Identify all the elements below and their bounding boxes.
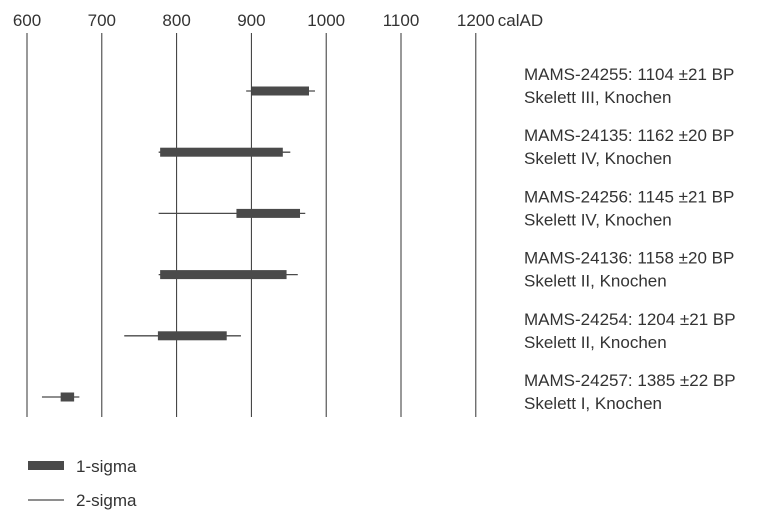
sigma1-range-bar — [157, 331, 227, 341]
sample-label: MAMS-24135: 1162 ±20 BP — [524, 126, 734, 145]
sample-sublabel: Skelett IV, Knochen — [524, 210, 672, 229]
legend-1-sigma-label: 1-sigma — [76, 457, 137, 476]
sigma1-range-bar — [160, 270, 287, 280]
sample-label: MAMS-24254: 1204 ±21 BP — [524, 310, 736, 329]
sigma1-range-bar — [236, 208, 301, 218]
sample-sublabel: Skelett II, Knochen — [524, 272, 667, 291]
sample-label: MAMS-24257: 1385 ±22 BP — [524, 371, 736, 390]
legend-2-sigma-label: 2-sigma — [76, 491, 137, 510]
sample-label: MAMS-24256: 1145 ±21 BP — [524, 187, 734, 206]
sample-sublabel: Skelett II, Knochen — [524, 333, 667, 352]
sample-label: MAMS-24136: 1158 ±20 BP — [524, 249, 734, 268]
x-tick-label: 700 — [88, 11, 116, 30]
sample-sublabel: Skelett I, Knochen — [524, 394, 662, 413]
x-tick-label: 600 — [13, 11, 41, 30]
sigma1-range-bar — [251, 86, 309, 96]
sigma1-range-bar — [160, 147, 283, 157]
x-axis-unit-label: calAD — [498, 11, 543, 30]
sigma1-range-bar — [60, 392, 75, 402]
sample-label: MAMS-24255: 1104 ±21 BP — [524, 65, 734, 84]
x-tick-label: 1100 — [383, 11, 420, 30]
x-tick-label: 1000 — [307, 11, 345, 30]
x-tick-label: 800 — [162, 11, 190, 30]
legend-1-sigma-swatch — [28, 461, 64, 470]
sample-sublabel: Skelett IV, Knochen — [524, 149, 672, 168]
x-tick-label: 1200 — [457, 11, 495, 30]
sample-sublabel: Skelett III, Knochen — [524, 88, 671, 107]
x-tick-label: 900 — [237, 11, 265, 30]
